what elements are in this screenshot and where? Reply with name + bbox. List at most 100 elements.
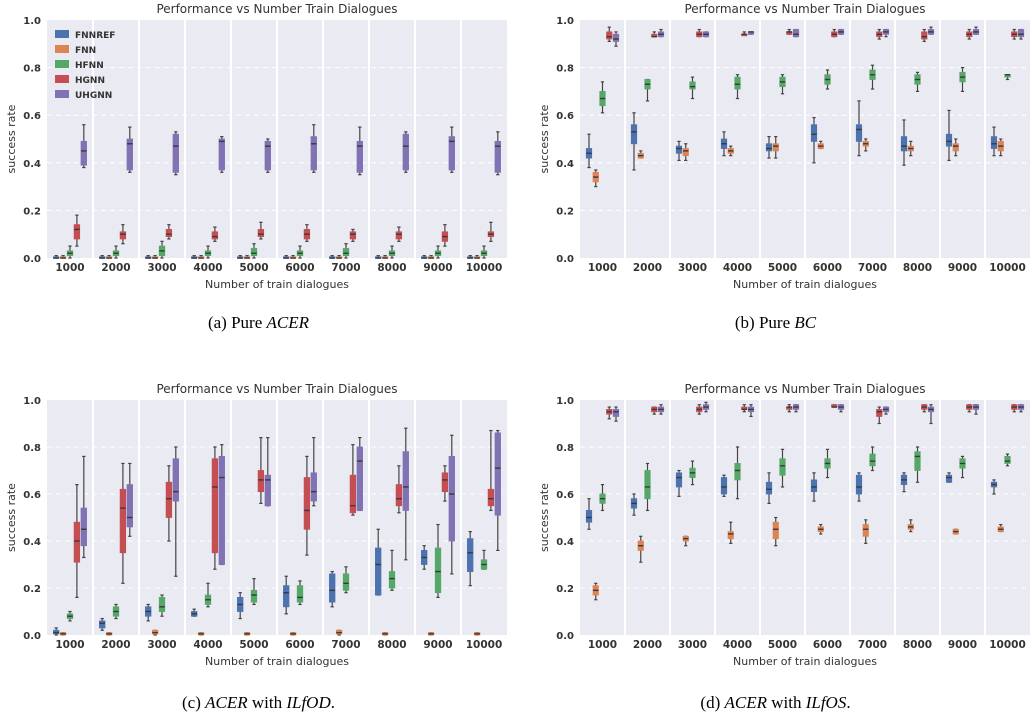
box-hgnn xyxy=(73,224,81,240)
y-axis-label: success rate xyxy=(5,104,18,173)
box-hgnn xyxy=(257,470,265,493)
box-fnnref xyxy=(900,136,908,152)
box-fnnref xyxy=(765,481,773,495)
x-tick-label: 6000 xyxy=(285,262,314,274)
box-fnnref xyxy=(585,510,593,523)
caption-label: (d) xyxy=(700,693,721,712)
box-uhgnn xyxy=(80,507,87,547)
y-tick-label: 0.2 xyxy=(23,584,41,595)
legend-swatch xyxy=(55,60,69,68)
caption-label: (a) xyxy=(207,313,227,332)
y-tick-label: 0.4 xyxy=(556,537,574,548)
legend-label: FNNREF xyxy=(75,31,115,41)
y-tick-label: 0.4 xyxy=(23,159,41,170)
x-tick-label: 4000 xyxy=(193,639,222,651)
box-hgnn xyxy=(606,31,613,40)
x-tick-label: 5000 xyxy=(768,262,797,274)
box-hgnn xyxy=(921,31,928,40)
box-hfnn xyxy=(914,451,921,471)
x-tick-label: 9000 xyxy=(423,639,452,651)
x-tick-label: 10000 xyxy=(466,639,503,651)
box-fnnref xyxy=(467,538,474,572)
box-hgnn xyxy=(257,229,265,237)
box-fnnref xyxy=(329,573,336,603)
box-uhgnn xyxy=(356,140,363,173)
box-uhgnn xyxy=(402,451,409,511)
box-uhgnn xyxy=(218,138,225,171)
legend-swatch xyxy=(55,90,69,98)
box-hfnn xyxy=(296,585,304,603)
y-tick-label: 0.0 xyxy=(23,631,41,642)
box-hgnn xyxy=(73,521,81,563)
box-hfnn xyxy=(734,76,741,90)
x-tick-label: 10000 xyxy=(466,262,503,274)
x-tick-label: 2000 xyxy=(101,639,130,651)
x-tick-label: 3000 xyxy=(678,262,707,274)
y-tick-label: 0.0 xyxy=(556,631,574,642)
y-tick-label: 0.8 xyxy=(23,64,41,75)
x-axis-label: Number of train dialogues xyxy=(205,655,349,668)
x-tick-label: 1000 xyxy=(55,262,84,274)
y-tick-label: 0.6 xyxy=(556,490,574,501)
box-hfnn xyxy=(342,248,350,257)
x-tick-label: 6000 xyxy=(813,639,842,651)
caption-a: (a) Pure ACER xyxy=(0,313,517,333)
caption-text: ACER xyxy=(724,693,767,712)
box-fnn xyxy=(952,143,959,152)
box-fnnref xyxy=(630,124,638,145)
box-uhgnn xyxy=(218,455,225,565)
caption-text: ILfOD xyxy=(286,693,331,712)
chart-title: Performance vs Number Train Dialogues xyxy=(684,382,925,396)
box-hfnn xyxy=(1004,455,1011,464)
box-fnnref xyxy=(720,477,728,495)
x-tick-label: 8000 xyxy=(377,639,406,651)
y-tick-label: 0.2 xyxy=(556,584,574,595)
box-fnnref xyxy=(675,472,683,488)
caption-label: (c) xyxy=(181,693,201,712)
x-tick-label: 1000 xyxy=(55,639,84,651)
box-hgnn xyxy=(395,231,403,240)
x-tick-label: 3000 xyxy=(147,639,176,651)
caption-label: (b) xyxy=(734,313,755,332)
chart-title: Performance vs Number Train Dialogues xyxy=(684,2,925,16)
box-uhgnn xyxy=(310,136,317,171)
y-axis-label: success rate xyxy=(538,104,551,173)
caption-text: with xyxy=(247,693,287,712)
box-uhgnn xyxy=(126,138,133,171)
legend-label: FNN xyxy=(75,46,96,56)
x-tick-label: 5000 xyxy=(239,639,268,651)
y-tick-label: 0.2 xyxy=(556,206,574,217)
box-hgnn xyxy=(395,484,403,507)
y-axis-label: success rate xyxy=(5,483,18,552)
box-hgnn xyxy=(119,488,127,554)
x-tick-label: 8000 xyxy=(903,639,932,651)
box-uhgnn xyxy=(402,133,409,171)
box-fnn xyxy=(727,531,734,540)
x-tick-label: 2000 xyxy=(101,262,130,274)
box-uhgnn xyxy=(172,458,179,502)
y-tick-label: 0.8 xyxy=(23,443,41,454)
legend-label: HFNN xyxy=(75,61,104,71)
x-tick-label: 7000 xyxy=(858,639,887,651)
chart-panel-4: 0.0 0.2 0.4 0.6 0.8 1.0 1000 2000 3000 4000 5000 60… xyxy=(538,382,1030,668)
box-fnnref xyxy=(945,474,953,483)
y-tick-label: 0.4 xyxy=(556,159,574,170)
box-fnnref xyxy=(283,585,290,608)
x-tick-label: 9000 xyxy=(948,639,977,651)
caption-d: (d) ACER with ILfOS. xyxy=(517,693,1034,713)
box-uhgnn xyxy=(80,140,87,166)
box-uhgnn xyxy=(612,33,620,42)
box-hfnn xyxy=(689,81,696,90)
box-uhgnn xyxy=(310,472,317,502)
caption-text: ILfOS xyxy=(805,693,847,712)
x-tick-label: 2000 xyxy=(633,262,662,274)
box-uhgnn xyxy=(172,133,179,173)
x-tick-label: 6000 xyxy=(285,639,314,651)
caption-text: ACER xyxy=(205,693,248,712)
x-tick-label: 4000 xyxy=(723,639,752,651)
caption-text: ACER xyxy=(266,313,310,332)
legend-label: UHGNN xyxy=(75,91,112,101)
box-fnn xyxy=(682,148,689,157)
caption-text: with xyxy=(766,693,806,712)
x-axis-label: Number of train dialogues xyxy=(205,278,349,291)
